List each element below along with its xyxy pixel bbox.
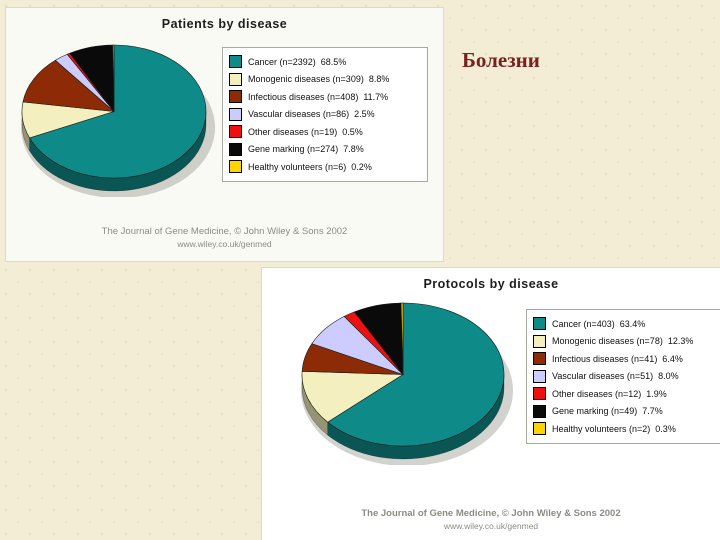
legend-item: Cancer (n=2392) 68.5% [229, 53, 421, 71]
protocols-pie-chart [301, 302, 513, 465]
legend-item: Healthy volunteers (n=6) 0.2% [229, 158, 421, 176]
legend-item: Infectious diseases (n=41) 6.4% [533, 350, 720, 368]
legend-item: Infectious diseases (n=408) 11.7% [229, 88, 421, 106]
legend-label: Infectious diseases (n=41) 6.4% [552, 353, 683, 364]
legend-swatch [229, 107, 242, 121]
legend-label: Gene marking (n=49) 7.7% [552, 406, 663, 417]
legend-swatch [533, 369, 546, 383]
legend-swatch [533, 387, 546, 401]
legend-label: Gene marking (n=274) 7.8% [248, 144, 364, 155]
legend-label: Cancer (n=2392) 68.5% [248, 56, 347, 67]
legend-item: Vascular diseases (n=51) 8.0% [533, 368, 720, 386]
patients-chart-title: Patients by disease [161, 17, 288, 31]
legend-item: Cancer (n=403) 63.4% [533, 315, 720, 333]
legend-item: Other diseases (n=19) 0.5% [229, 123, 421, 141]
legend-swatch [229, 160, 242, 174]
legend-item: Monogenic diseases (n=78) 12.3% [533, 333, 720, 351]
protocols-chart-body: Cancer (n=403) 63.4% Monogenic diseases (… [262, 293, 720, 465]
legend-label: Healthy volunteers (n=2) 0.3% [552, 423, 676, 434]
patients-pie-chart [21, 44, 215, 197]
legend-label: Monogenic diseases (n=78) 12.3% [552, 336, 694, 347]
protocols-legend: Cancer (n=403) 63.4% Monogenic diseases (… [526, 309, 720, 444]
legend-item: Healthy volunteers (n=2) 0.3% [533, 420, 720, 438]
source-credit: The Journal of Gene Medicine, © John Wil… [361, 508, 621, 519]
legend-label: Other diseases (n=19) 0.5% [248, 126, 363, 137]
patients-chart-body: Cancer (n=2392) 68.5% Monogenic diseases … [6, 33, 443, 197]
legend-swatch [533, 404, 546, 418]
legend-item: Gene marking (n=49) 7.7% [533, 403, 720, 421]
legend-item: Monogenic diseases (n=309) 8.8% [229, 71, 421, 89]
protocols-chart-panel: Protocols by disease Cancer (n=403) 63.4… [262, 268, 720, 540]
legend-swatch [533, 317, 546, 331]
legend-label: Vascular diseases (n=51) 8.0% [552, 371, 679, 382]
legend-item: Vascular diseases (n=86) 2.5% [229, 106, 421, 124]
legend-swatch [229, 72, 242, 86]
legend-item: Gene marking (n=274) 7.8% [229, 141, 421, 159]
legend-swatch [533, 422, 546, 436]
slide-title: Болезни [462, 48, 540, 72]
legend-label: Other diseases (n=12) 1.9% [552, 388, 667, 399]
legend-label: Cancer (n=403) 63.4% [552, 318, 646, 329]
patients-legend: Cancer (n=2392) 68.5% Monogenic diseases … [222, 47, 428, 182]
legend-swatch [229, 125, 242, 139]
legend-swatch [229, 142, 242, 156]
source-credit: The Journal of Gene Medicine, © John Wil… [101, 226, 348, 237]
legend-label: Monogenic diseases (n=309) 8.8% [248, 74, 390, 85]
legend-swatch [533, 352, 546, 366]
protocols-footer: The Journal of Gene Medicine, © John Wil… [262, 508, 720, 531]
legend-swatch [229, 55, 242, 69]
source-url: www.wiley.co.uk/genmed [443, 521, 539, 531]
source-url: www.wiley.co.uk/genmed [177, 239, 272, 249]
legend-label: Vascular diseases (n=86) 2.5% [248, 109, 375, 120]
patients-footer: The Journal of Gene Medicine, © John Wil… [6, 226, 443, 249]
legend-label: Infectious diseases (n=408) 11.7% [248, 91, 389, 102]
patients-chart-panel: Patients by disease Cancer (n=2392) 68.5… [6, 8, 443, 261]
legend-item: Other diseases (n=12) 1.9% [533, 385, 720, 403]
protocols-chart-title: Protocols by disease [423, 277, 559, 291]
legend-swatch [533, 334, 546, 348]
legend-label: Healthy volunteers (n=6) 0.2% [248, 161, 372, 172]
legend-swatch [229, 90, 242, 104]
